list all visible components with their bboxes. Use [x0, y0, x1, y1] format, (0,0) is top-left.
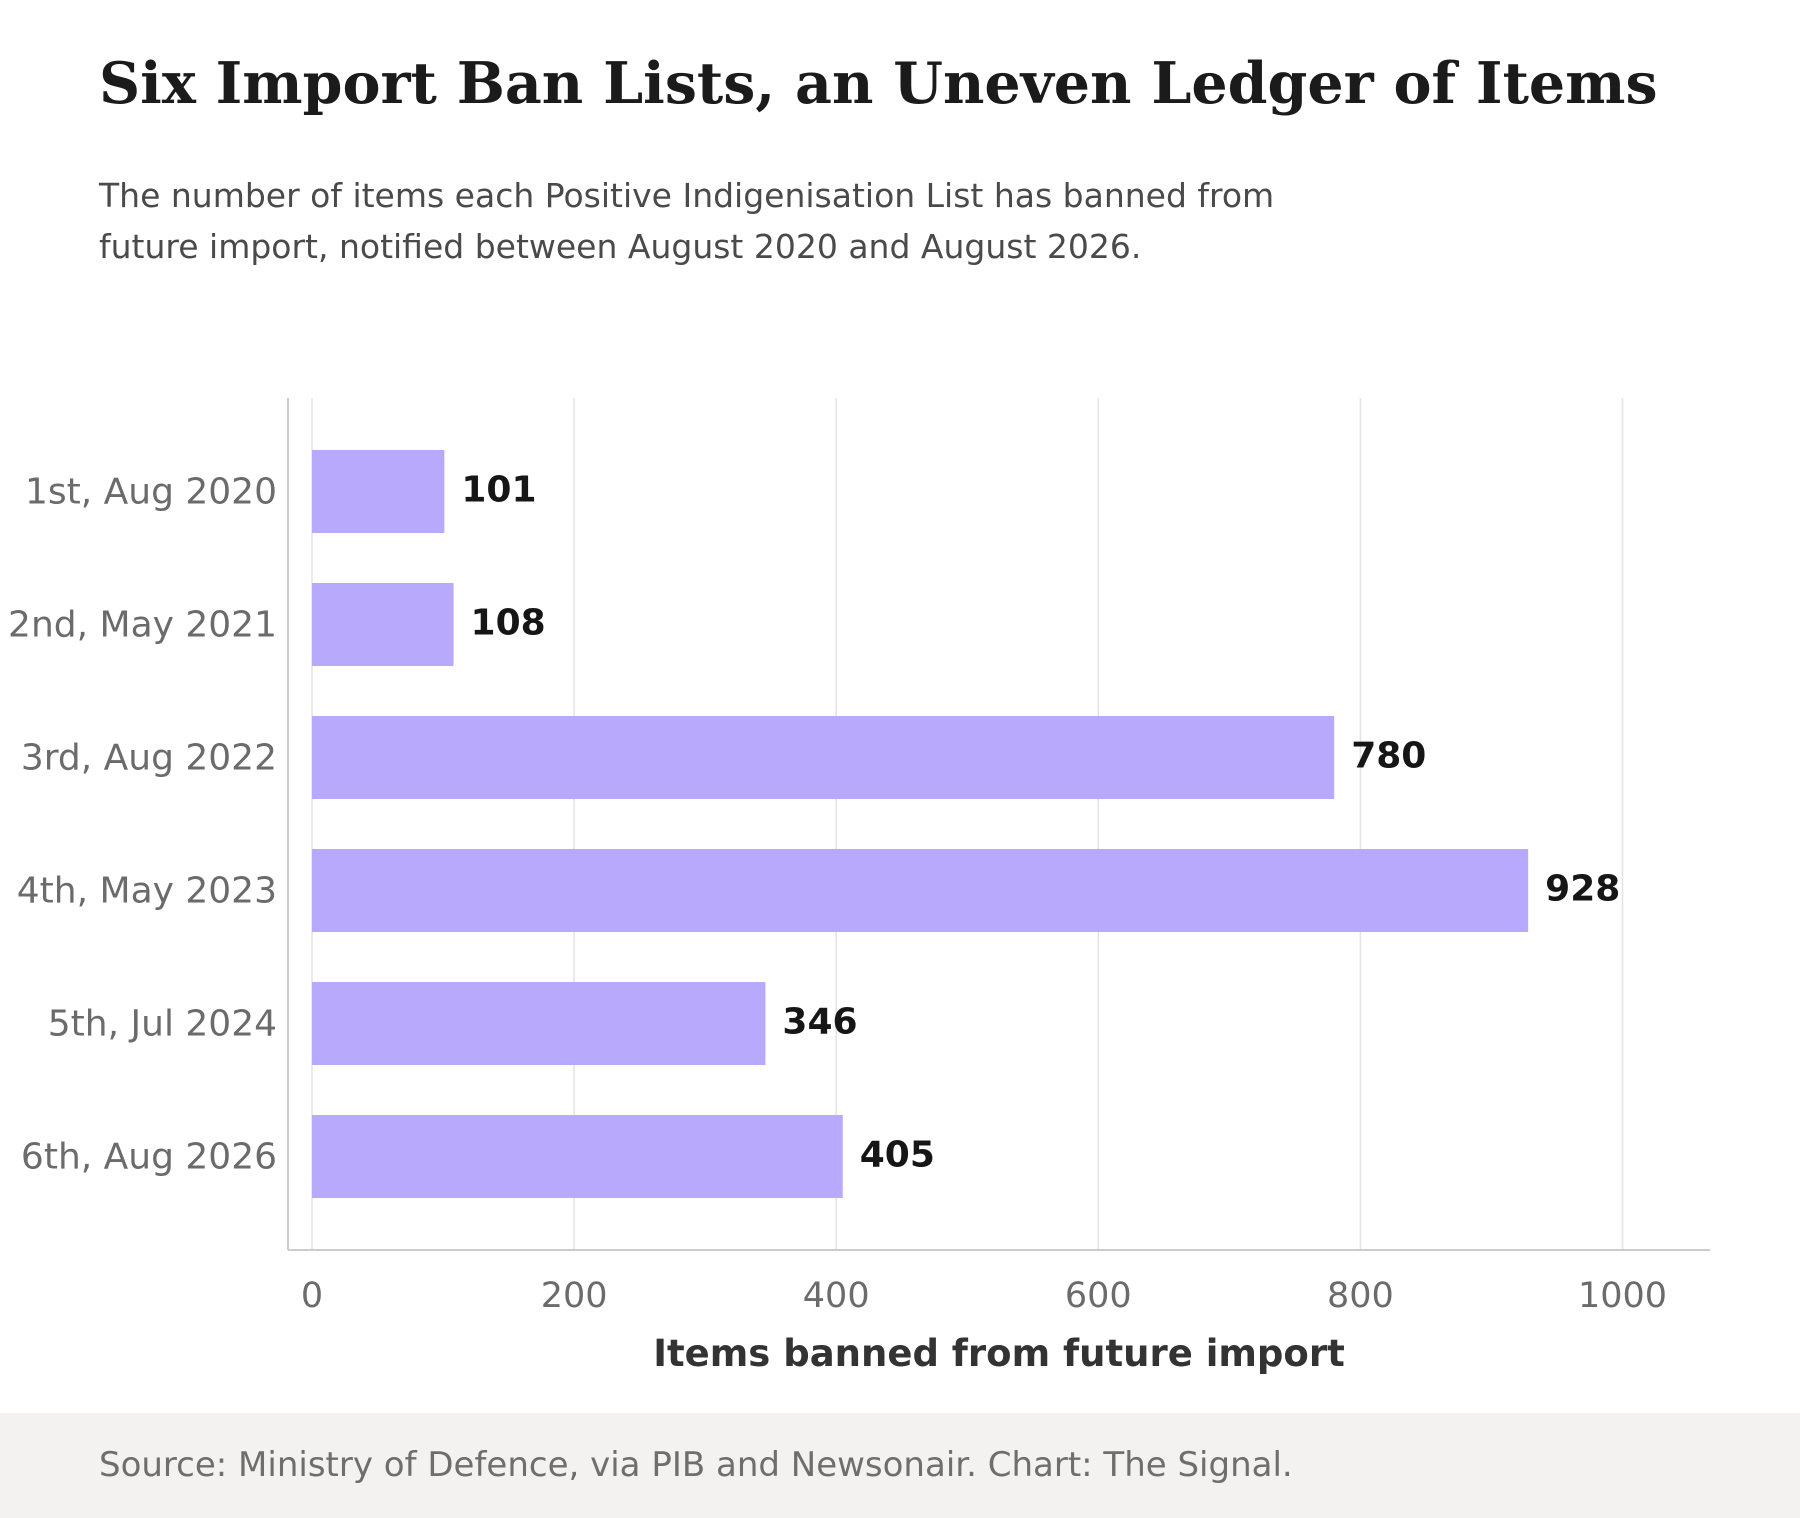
y-category-label-3: 3rd, Aug 2022 [21, 738, 277, 779]
bar-2 [312, 583, 454, 666]
x-tick-label-600: 600 [1065, 1276, 1132, 1316]
axes [287, 398, 1710, 1251]
value-label-6: 405 [860, 1135, 935, 1176]
bar-4 [312, 849, 1529, 932]
footer: Source: Ministry of Defence, via PIB and… [0, 1413, 1800, 1518]
bar-1 [312, 450, 445, 533]
y-category-label-5: 5th, Jul 2024 [48, 1004, 277, 1045]
x-tick-label-0: 0 [301, 1276, 323, 1316]
x-tick-label-400: 400 [803, 1276, 870, 1316]
chart-subtitle: The number of items each Positive Indige… [99, 176, 1275, 266]
bar-6 [312, 1115, 843, 1198]
bars [312, 450, 1529, 1198]
x-tick-label-200: 200 [541, 1276, 608, 1316]
bar-chart: 0 200 400 600 800 1000 1st, Aug 2020 101 2nd, Ma… [8, 398, 1710, 1375]
value-label-2: 108 [471, 603, 546, 644]
bar-3 [312, 716, 1335, 799]
chart-title: Six Import Ban Lists, an Uneven Ledger o… [99, 50, 1658, 117]
gridlines [311, 398, 1624, 1250]
value-label-3: 780 [1351, 736, 1426, 777]
x-axis-title: Items banned from future import [653, 1332, 1345, 1375]
y-category-label-6: 6th, Aug 2026 [21, 1137, 277, 1178]
value-label-1: 101 [461, 470, 536, 511]
value-label-5: 346 [782, 1002, 857, 1043]
bar-5 [312, 982, 766, 1065]
y-category-label-2: 2nd, May 2021 [8, 605, 277, 646]
value-label-4: 928 [1545, 869, 1620, 910]
labels: 0 200 400 600 800 1000 1st, Aug 2020 101 2nd, Ma… [8, 470, 1667, 1317]
y-category-label-4: 4th, May 2023 [17, 871, 277, 912]
x-tick-label-800: 800 [1327, 1276, 1394, 1316]
x-tick-label-1000: 1000 [1578, 1276, 1667, 1316]
source-note: Source: Ministry of Defence, via PIB and… [99, 1445, 1293, 1485]
y-category-label-1: 1st, Aug 2020 [25, 472, 277, 513]
